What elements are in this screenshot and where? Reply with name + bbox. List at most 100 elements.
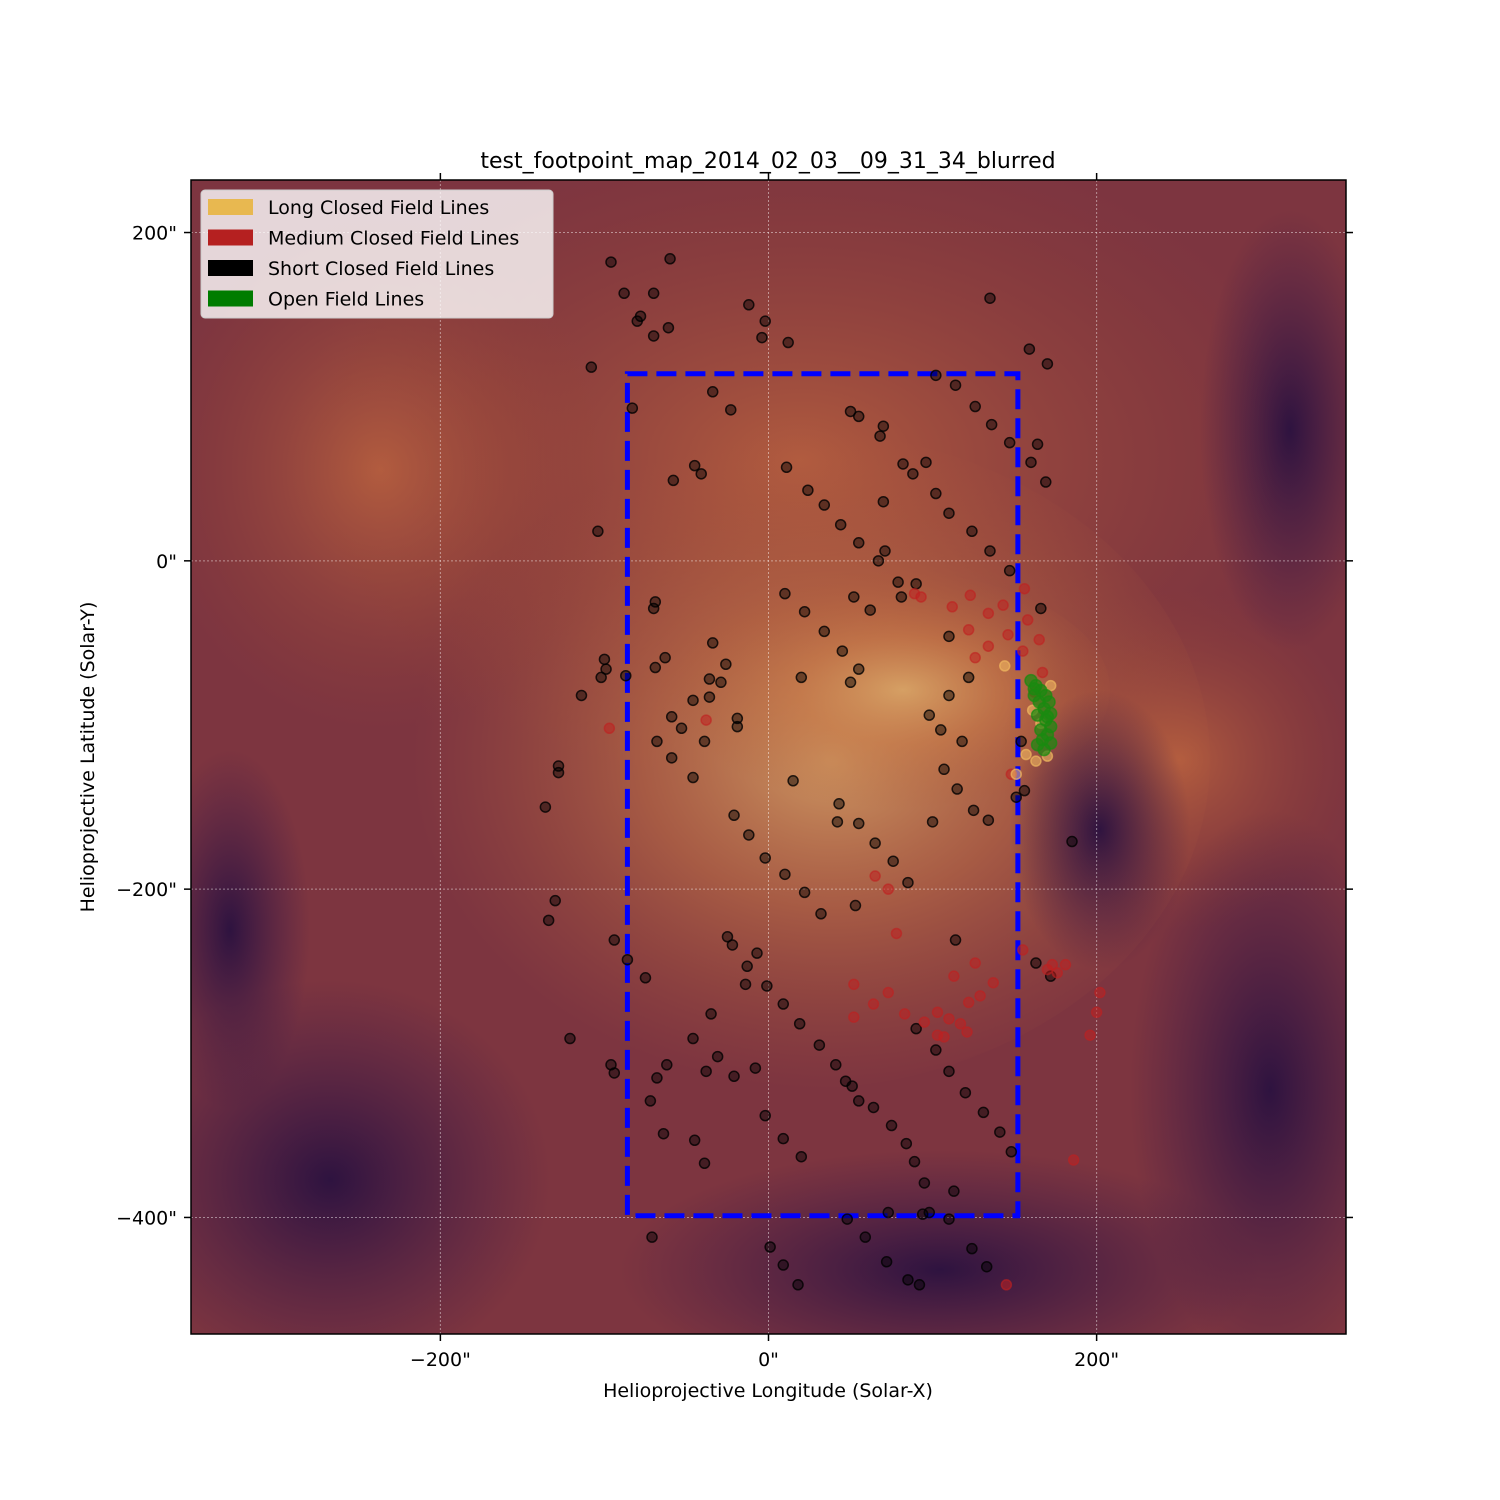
footpoint-marker [1066,835,1078,848]
region-box [624,371,1021,1219]
footpoint-marker [793,1017,806,1030]
footpoint-marker [948,1185,960,1197]
footpoint-marker [984,545,996,557]
footpoint-marker [795,1150,808,1163]
footpoint-marker [706,637,719,649]
footpoint-marker [892,576,904,588]
footpoint-marker [759,852,771,864]
x-axis-label: Helioprojective Longitude (Solar-X) [603,1380,933,1402]
footpoint-marker [585,361,598,373]
footpoint-marker [943,1065,955,1078]
footpoint-marker [1067,1154,1080,1166]
legend-swatch [208,199,253,215]
footpoint-marker [787,775,799,787]
footpoint-marker [603,722,616,735]
footpoint-marker [935,724,947,736]
footpoint-marker [725,404,737,416]
footpoint-marker [1017,944,1029,956]
footpoint-marker [659,651,671,664]
footpoint-marker [698,1157,711,1170]
footpoint-marker [764,1241,776,1253]
footpoint-marker [830,1059,842,1071]
footpoint-marker [869,870,881,882]
footpoint-marker [951,783,963,795]
footpoint-marker [913,1279,926,1291]
footpoint-marker [1094,986,1106,999]
footpoint-marker [780,461,793,474]
footpoint-marker [777,998,790,1010]
footpoint-marker [907,468,919,480]
footpoint-marker [943,689,955,702]
footpoint-marker [600,663,612,675]
footpoint-marker [1018,582,1031,595]
footpoint-marker [759,315,771,327]
plot-area [191,180,1346,1334]
footpoint-marker [902,1274,914,1286]
footpoint-marker [711,1050,724,1063]
footpoint-marker [1041,963,1054,976]
legend-label: Medium Closed Field Lines [268,228,519,250]
footpoint-marker [966,525,978,538]
footpoint-marker [639,972,652,984]
footpoint-marker [1003,564,1016,577]
footpoint-marker [1000,1279,1013,1291]
footpoint-marker [1003,436,1016,449]
footpoint-marker [1041,358,1054,370]
footpoint-marker [969,651,981,664]
footpoint-marker [687,771,699,784]
footpoint-marker [818,625,831,638]
footpoint-marker [795,671,808,684]
footpoint-marker [815,908,827,920]
footpoint-marker [761,980,773,992]
footpoint-marker [1040,710,1055,724]
footpoint-marker [869,837,881,849]
x-tick-label: −200" [410,1349,471,1371]
footpoint-marker [665,711,678,723]
footpoint-marker [994,1126,1006,1138]
footpoint-marker [1002,628,1014,641]
y-axis-label: Helioprojective Latitude (Solar-Y) [77,602,99,913]
footpoint-marker [715,676,727,689]
footpoint-marker [731,720,744,733]
footpoint-marker [1025,456,1037,469]
footpoint-marker [777,1259,790,1271]
series-medium-closed-field-lines [603,582,1106,1291]
footpoint-marker [836,645,849,657]
footpoint-marker [984,292,996,304]
footpoint-marker [706,386,719,398]
selection-box [624,371,1021,1219]
footpoint-marker [852,1095,865,1107]
footpoint-marker [887,855,899,867]
chart-title: test_footpoint_map_2014_02_03__09_31_34_… [480,149,1055,174]
footpoint-marker [626,402,639,414]
footpoint-marker [879,545,891,557]
footpoint-marker [943,630,955,643]
footpoint-marker [649,596,662,608]
footpoint-marker [852,663,865,675]
footpoint-marker [1017,645,1029,657]
footpoint-marker [882,1206,895,1219]
footpoint-marker [1030,957,1042,969]
legend-label: Short Closed Field Lines [268,258,494,280]
footpoint-marker [539,801,552,813]
legend-box [200,189,554,319]
footpoint-marker [549,894,561,907]
footpoint-marker [848,978,860,991]
footpoint-marker [1037,742,1051,757]
footpoint-marker [1021,614,1034,626]
legend-label: Open Field Lines [268,289,424,311]
footpoint-marker [661,1059,673,1071]
footpoint-marker [943,1213,955,1225]
footpoint-marker [982,640,995,652]
footpoint-marker [542,914,555,927]
footpoint-marker [667,474,680,487]
legend-swatch [208,290,253,307]
footpoint-marker [974,990,986,1002]
footpoint-marker [882,986,895,999]
footpoint-marker [705,1008,717,1020]
footpoint-marker [798,886,811,899]
footpoint-marker [948,970,960,982]
footpoint-marker [749,1062,762,1074]
footpoint-marker [644,1095,657,1107]
footpoint-marker [1033,633,1045,646]
